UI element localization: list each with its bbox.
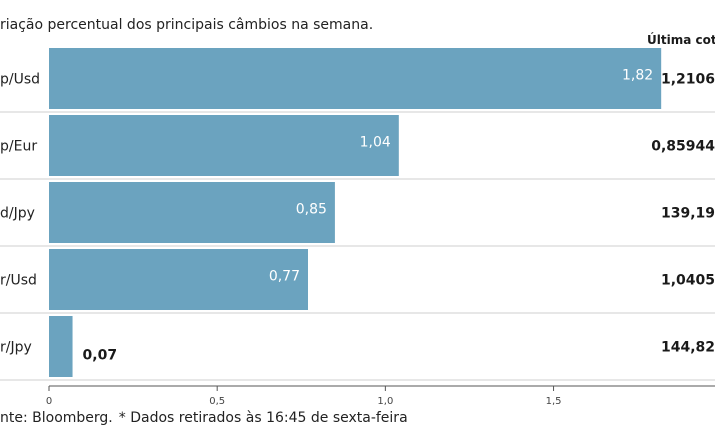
data-label: 0,85 (296, 202, 327, 218)
bar (49, 48, 662, 109)
footnote-text: * Dados retirados às 16:45 de sexta-feir… (118, 410, 408, 426)
data-label: 0,07 (83, 348, 118, 364)
bar (49, 115, 399, 176)
last-quote-value: 144,82 (661, 340, 715, 356)
category-label: d/Jpy (0, 206, 35, 222)
source-line: nte: Bloomberg. * Dados retirados às 16:4… (0, 410, 408, 426)
last-quote-value: 0,85944 (651, 139, 715, 155)
category-label: r/Usd (0, 273, 37, 289)
bar (49, 316, 73, 377)
x-tick-label: 0 (46, 396, 52, 407)
x-tick-label: 1,5 (546, 396, 562, 407)
x-tick-label: 0,5 (209, 396, 225, 407)
data-label: 0,77 (269, 269, 300, 285)
bar (49, 249, 308, 310)
last-quote-value: 139,19 (661, 206, 715, 222)
source-text: nte: Bloomberg. (0, 410, 113, 426)
last-quote-value: 1,0405 (661, 273, 715, 289)
category-label: p/Eur (0, 139, 37, 155)
category-label: r/Jpy (0, 340, 32, 356)
category-label: p/Usd (0, 72, 40, 88)
last-quote-header: Última cotaç (647, 33, 715, 47)
chart-subtitle: riação percentual dos principais câmbios… (0, 17, 374, 33)
bar (49, 182, 335, 243)
last-quote-value: 1,2106 (661, 72, 715, 88)
data-label: 1,82 (622, 68, 653, 84)
x-tick-label: 1,0 (377, 396, 393, 407)
data-label: 1,04 (360, 135, 391, 151)
